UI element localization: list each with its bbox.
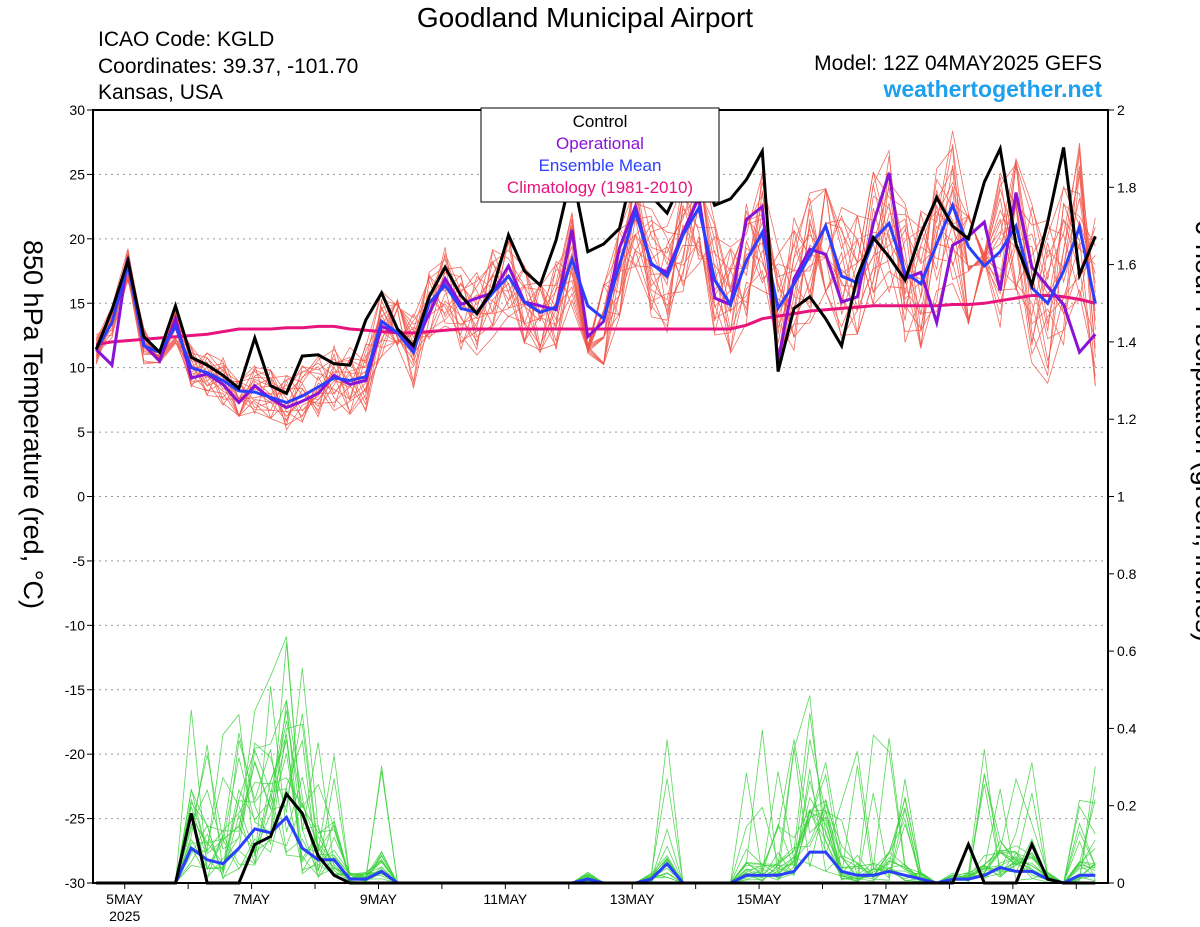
y-right-tick-label: 0.6 bbox=[1117, 643, 1137, 659]
y-left-tick-label: -20 bbox=[65, 746, 85, 762]
temperature-member-line bbox=[95, 165, 1096, 423]
legend-entry: Ensemble Mean bbox=[539, 156, 662, 175]
y-right-tick-label: 1.2 bbox=[1117, 411, 1137, 427]
precipitation-member-line bbox=[96, 739, 1096, 884]
y-axis-left-label: 850 hPa Temperature (red, °C) bbox=[18, 240, 48, 609]
y-left-tick-label: 30 bbox=[69, 102, 85, 118]
icao-code: ICAO Code: KGLD bbox=[98, 28, 275, 51]
temperature-member-line bbox=[95, 144, 1096, 408]
y-right-tick-label: 0.2 bbox=[1117, 798, 1137, 814]
x-tick-label: 19MAY bbox=[990, 891, 1036, 907]
y-right-tick-label: 1 bbox=[1117, 489, 1125, 505]
y-left-tick-label: 10 bbox=[69, 360, 85, 376]
temperature-member-line bbox=[96, 182, 1096, 419]
legend-entry: Climatology (1981-2010) bbox=[507, 178, 693, 197]
legend-box bbox=[480, 107, 720, 203]
x-tick-label: 5MAY bbox=[106, 891, 144, 907]
x-tick-label: 15MAY bbox=[737, 891, 783, 907]
y-left-tick-label: -10 bbox=[65, 617, 85, 633]
y-left-tick-label: 20 bbox=[69, 231, 85, 247]
y-right-tick-label: 0 bbox=[1117, 875, 1125, 891]
x-tick-label: 7MAY bbox=[233, 891, 271, 907]
legend-entry: Control bbox=[573, 112, 628, 131]
y-left-tick-label: 0 bbox=[77, 489, 85, 505]
y-right-tick-label: 0.4 bbox=[1117, 720, 1137, 736]
y-right-tick-label: 1.8 bbox=[1117, 179, 1137, 195]
y-left-tick-label: -25 bbox=[65, 811, 85, 827]
x-tick-sublabel: 2025 bbox=[109, 908, 140, 924]
legend-entry: Operational bbox=[556, 134, 644, 153]
y-left-tick-label: -15 bbox=[65, 682, 85, 698]
control-line bbox=[94, 143, 1097, 396]
temperature-member-line bbox=[95, 183, 1096, 417]
y-left-tick-label: -30 bbox=[65, 875, 85, 891]
x-tick-label: 17MAY bbox=[864, 891, 910, 907]
precipitation-member-line bbox=[96, 713, 1096, 884]
y-left-tick-label: -5 bbox=[73, 553, 86, 569]
precipitation-ensemble-mean-line bbox=[96, 814, 1096, 885]
x-tick-label: 13MAY bbox=[610, 891, 656, 907]
temperature-member-line bbox=[95, 165, 1096, 426]
operational-line bbox=[95, 172, 1097, 410]
x-tick-label: 9MAY bbox=[360, 891, 398, 907]
y-axis-right-label: 6-hour Precipitation (green, inches) bbox=[1190, 220, 1200, 642]
y-right-tick-label: 2 bbox=[1117, 102, 1125, 118]
y-left-tick-label: 5 bbox=[77, 424, 85, 440]
precipitation-member-line bbox=[96, 686, 1096, 884]
model-run: Model: 12Z 04MAY2025 GEFS bbox=[814, 52, 1102, 75]
plot-frame bbox=[92, 109, 1109, 884]
temperature-member-line bbox=[95, 167, 1096, 420]
location: Kansas, USA bbox=[98, 81, 223, 104]
temperature-member-line bbox=[95, 147, 1096, 418]
y-right-tick-label: 1.4 bbox=[1117, 334, 1137, 350]
precipitation-member-line bbox=[96, 740, 1096, 884]
temperature-member-line bbox=[95, 149, 1096, 412]
site-link[interactable]: weathertogether.net bbox=[883, 76, 1102, 102]
coordinates: Coordinates: 39.37, -101.70 bbox=[98, 55, 359, 78]
y-right-tick-label: 1.6 bbox=[1117, 257, 1137, 273]
precipitation-member-line bbox=[96, 636, 1096, 884]
temperature-member-line bbox=[95, 165, 1096, 418]
page-title: Goodland Municipal Airport bbox=[416, 2, 754, 33]
ensemble-mean-line bbox=[94, 201, 1097, 405]
x-tick-label: 11MAY bbox=[483, 891, 527, 907]
y-left-tick-label: 15 bbox=[69, 295, 85, 311]
precipitation-member-line bbox=[96, 642, 1096, 884]
temperature-member-line bbox=[95, 152, 1096, 401]
y-left-tick-label: 25 bbox=[69, 166, 85, 182]
y-right-tick-label: 0.8 bbox=[1117, 566, 1137, 582]
